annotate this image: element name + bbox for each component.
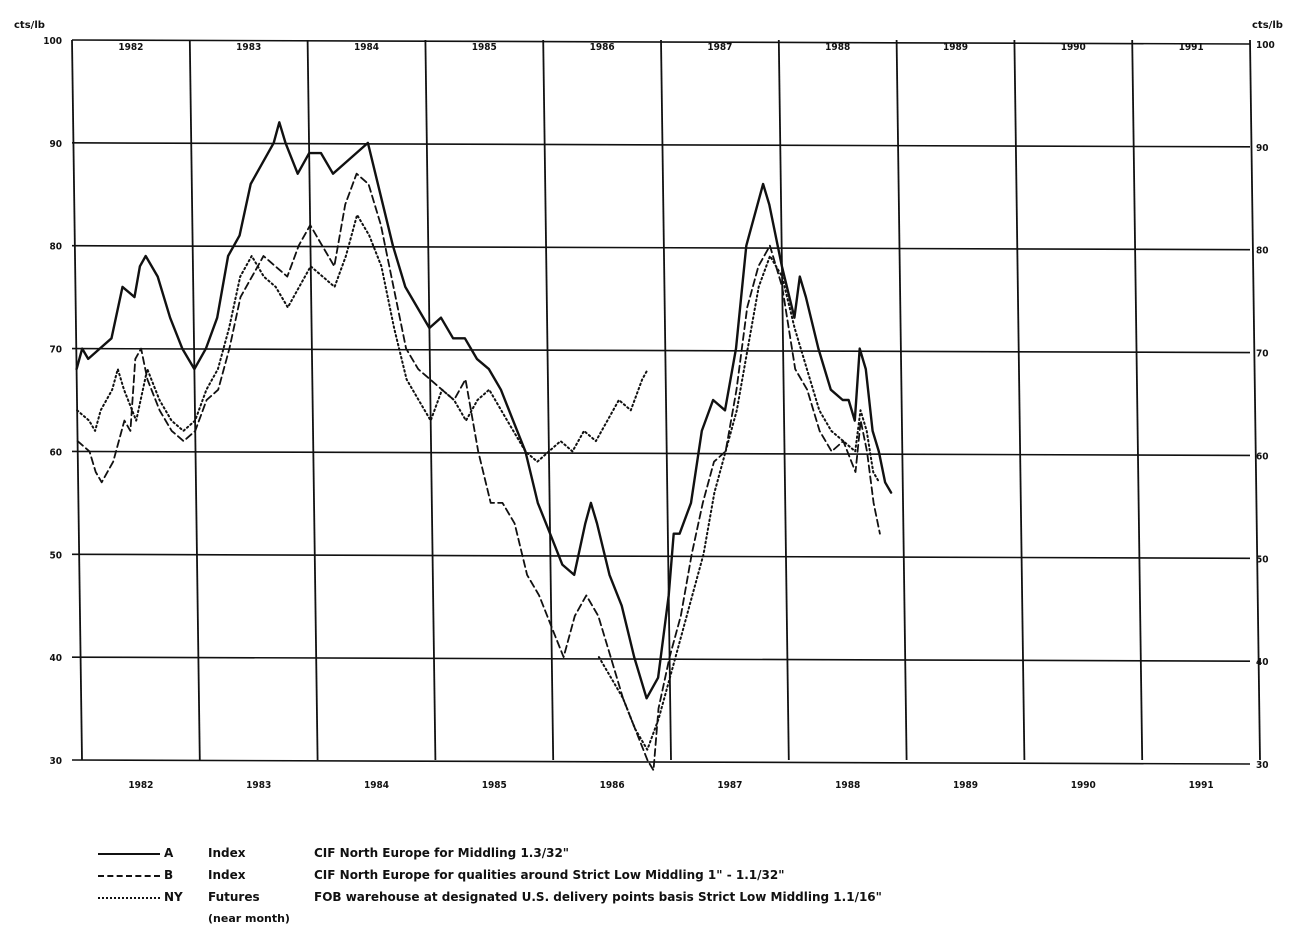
- year-label-top: 1988: [825, 42, 850, 53]
- year-label-bottom: 1983: [246, 780, 271, 791]
- gridline-v: [71, 39, 83, 761]
- y-tick-label: 80: [1256, 246, 1269, 257]
- y-tick-label: 40: [49, 653, 62, 664]
- y-tick-label: 100: [1256, 40, 1275, 51]
- y-tick-label: 50: [49, 550, 62, 561]
- year-label-bottom: 1990: [1071, 780, 1096, 791]
- y-tick-label: 100: [43, 36, 62, 47]
- legend-desc: CIF North Europe for qualities around St…: [314, 868, 785, 882]
- year-label-bottom: 1986: [600, 780, 625, 791]
- year-label-bottom: 1987: [717, 780, 742, 791]
- y-tick-label: 40: [1256, 657, 1269, 668]
- legend-desc: CIF North Europe for Middling 1.3/32": [314, 846, 570, 860]
- gridline-h: [71, 142, 1251, 148]
- legend-note: (near month): [208, 912, 290, 925]
- year-label-bottom: 1985: [482, 780, 507, 791]
- year-label-top: 1986: [590, 42, 615, 53]
- grid: [71, 39, 1261, 765]
- gridline-v: [1249, 39, 1261, 761]
- year-label-top: 1990: [1061, 42, 1086, 53]
- gridline-v: [424, 39, 437, 761]
- y-tick-label: 70: [1256, 349, 1269, 360]
- gridline-v: [895, 39, 908, 761]
- gridline-h: [71, 759, 1251, 765]
- unit-label-right: cts/lb: [1252, 20, 1283, 31]
- legend-kind: Index: [208, 846, 246, 860]
- y-tick-label: 80: [49, 242, 62, 253]
- legend: A Index CIF North Europe for Middling 1.…: [92, 846, 1272, 938]
- year-label-bottom: 1984: [364, 780, 389, 791]
- year-label-top: 1987: [707, 42, 732, 53]
- y-axis-right: 30 40 50 60 70 80 90 100: [1256, 40, 1275, 771]
- y-tick-label: 90: [1256, 143, 1269, 154]
- gridline-v: [777, 39, 790, 761]
- gridline-v: [660, 39, 672, 761]
- legend-kind: Index: [208, 868, 246, 882]
- legend-code: A: [164, 846, 174, 860]
- year-labels-bottom: 1982 1983 1984 1985 1986 1987 1988 1989 1990 1991: [128, 780, 1213, 791]
- year-label-top: 1991: [1179, 42, 1204, 53]
- legend-code: NY: [164, 890, 183, 904]
- gridline-v: [542, 39, 555, 761]
- gridline-h: [71, 244, 1251, 251]
- legend-sample-solid: [98, 853, 160, 855]
- gridline-v: [188, 39, 201, 761]
- y-axis-left: 30 40 50 60 70 80 90 100: [43, 36, 62, 767]
- year-label-top: 1984: [354, 42, 379, 53]
- legend-sample-dotted: [98, 897, 160, 899]
- series-line-a: [75, 121, 893, 700]
- legend-desc: FOB warehouse at designated U.S. deliver…: [314, 890, 882, 904]
- legend-sample-dashed: [98, 875, 160, 877]
- y-tick-label: 90: [49, 139, 62, 150]
- unit-label-left: cts/lb: [14, 20, 45, 31]
- gridline-h: [71, 347, 1251, 354]
- gridline-h: [71, 450, 1251, 457]
- year-label-bottom: 1982: [128, 780, 153, 791]
- year-label-top: 1982: [118, 42, 143, 53]
- legend-code: B: [164, 868, 174, 882]
- y-tick-label: 60: [49, 447, 62, 458]
- gridline-h: [71, 553, 1251, 560]
- gridline-v: [1131, 39, 1144, 761]
- series-line-ny: [76, 213, 649, 463]
- gridline-v: [306, 39, 319, 761]
- series-lines: [75, 121, 893, 772]
- y-tick-label: 50: [1256, 554, 1269, 565]
- year-label-top: 1983: [236, 42, 261, 53]
- series-line-ny: [597, 255, 881, 751]
- cotton-price-chart: cts/lb cts/lb 30 40 50 60 70 80 90 100 30 40 50 60…: [14, 20, 1283, 791]
- year-label-bottom: 1991: [1189, 780, 1214, 791]
- y-tick-label: 30: [49, 756, 62, 767]
- year-labels-top: 1982 1983 1984 1985 1986 1987 1988 1989 1990 1991: [118, 42, 1203, 53]
- year-label-bottom: 1988: [835, 780, 860, 791]
- year-label-top: 1985: [472, 42, 497, 53]
- year-label-bottom: 1989: [953, 780, 978, 791]
- legend-kind: Futures: [208, 890, 260, 904]
- series-line-b: [76, 172, 881, 772]
- gridline-v: [1013, 39, 1026, 761]
- y-tick-label: 60: [1256, 451, 1269, 462]
- y-tick-label: 70: [49, 345, 62, 356]
- year-label-top: 1989: [943, 42, 968, 53]
- y-tick-label: 30: [1256, 760, 1269, 771]
